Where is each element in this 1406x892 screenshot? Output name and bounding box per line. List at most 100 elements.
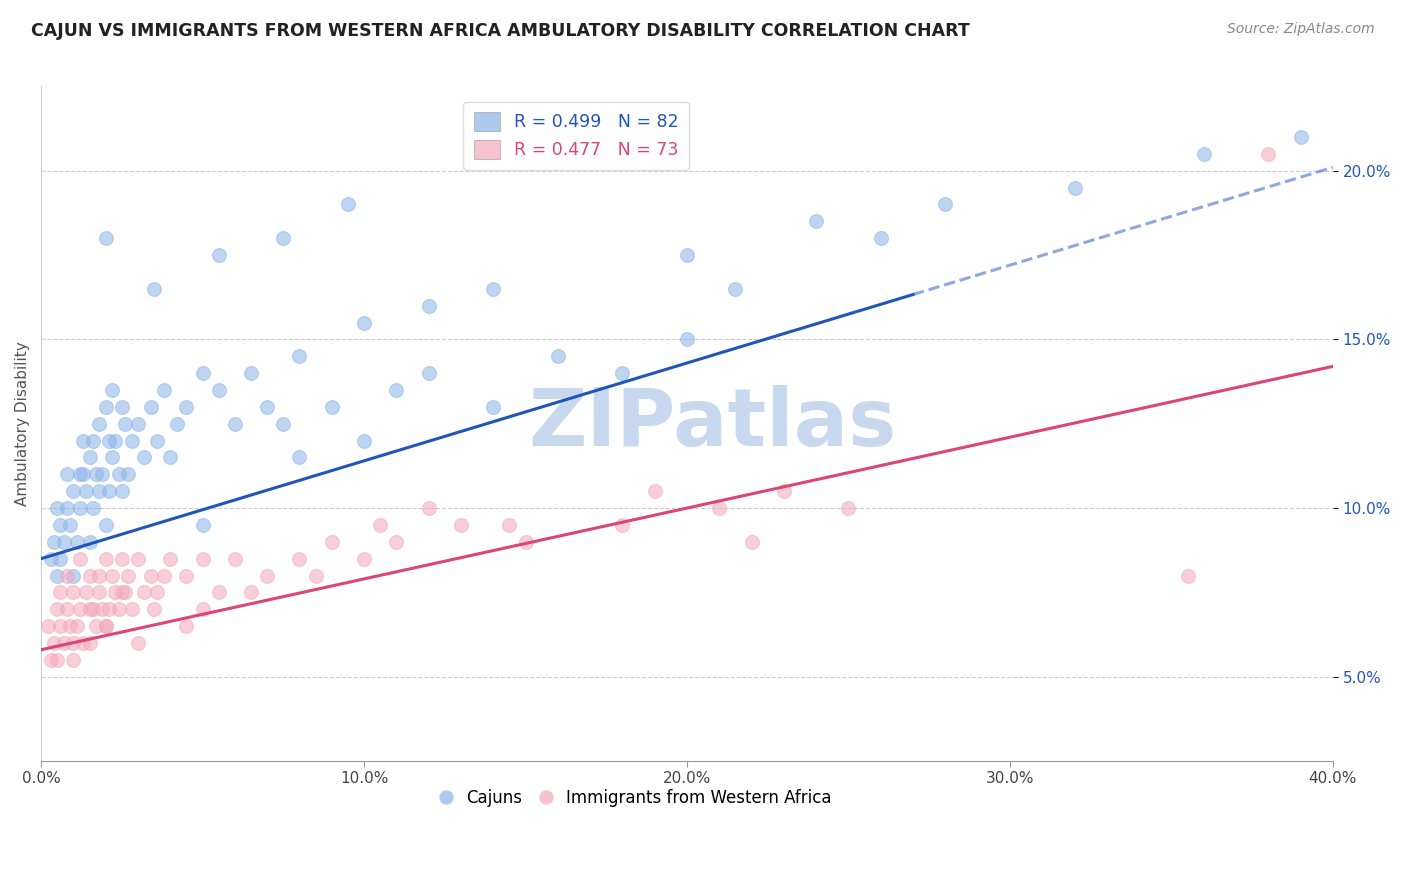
Point <box>46 602 69 616</box>
Point <box>153 383 176 397</box>
Point <box>127 417 149 431</box>
Point <box>94 619 117 633</box>
Point <box>418 299 440 313</box>
Point <box>1257 146 1279 161</box>
Point <box>368 517 391 532</box>
Point <box>79 568 101 582</box>
Point <box>97 484 120 499</box>
Point <box>79 534 101 549</box>
Point <box>498 517 520 532</box>
Point <box>79 450 101 465</box>
Point <box>146 585 169 599</box>
Point <box>934 197 956 211</box>
Point <box>79 602 101 616</box>
Point <box>62 636 84 650</box>
Point <box>46 653 69 667</box>
Point <box>240 366 263 380</box>
Point <box>304 568 326 582</box>
Point <box>114 585 136 599</box>
Point <box>1063 180 1085 194</box>
Point <box>39 551 62 566</box>
Point <box>59 619 82 633</box>
Point <box>191 366 214 380</box>
Point <box>89 568 111 582</box>
Point <box>79 636 101 650</box>
Point <box>1289 130 1312 145</box>
Point <box>547 349 569 363</box>
Point <box>612 366 634 380</box>
Point <box>89 585 111 599</box>
Point <box>385 534 408 549</box>
Point <box>117 568 139 582</box>
Point <box>69 467 91 482</box>
Point <box>66 534 89 549</box>
Point <box>52 636 75 650</box>
Point <box>709 501 731 516</box>
Point <box>418 366 440 380</box>
Point <box>62 653 84 667</box>
Point <box>353 551 375 566</box>
Point <box>159 450 181 465</box>
Point <box>91 467 114 482</box>
Point <box>49 517 72 532</box>
Point <box>84 619 107 633</box>
Point <box>127 551 149 566</box>
Point <box>256 568 278 582</box>
Point <box>1177 568 1199 582</box>
Point <box>82 602 104 616</box>
Point <box>94 619 117 633</box>
Point <box>62 568 84 582</box>
Point <box>159 551 181 566</box>
Point <box>612 517 634 532</box>
Point <box>111 400 134 414</box>
Text: Source: ZipAtlas.com: Source: ZipAtlas.com <box>1227 22 1375 37</box>
Point <box>114 417 136 431</box>
Point <box>72 636 94 650</box>
Point <box>208 383 231 397</box>
Point <box>66 619 89 633</box>
Point <box>153 568 176 582</box>
Point <box>56 501 79 516</box>
Point <box>117 467 139 482</box>
Point <box>97 602 120 616</box>
Point <box>450 517 472 532</box>
Point <box>191 602 214 616</box>
Point <box>52 534 75 549</box>
Point <box>240 585 263 599</box>
Point <box>69 551 91 566</box>
Point <box>176 568 198 582</box>
Point <box>69 501 91 516</box>
Point <box>482 400 505 414</box>
Point <box>482 282 505 296</box>
Point <box>134 585 156 599</box>
Point <box>256 400 278 414</box>
Point <box>676 248 699 262</box>
Point <box>176 400 198 414</box>
Point <box>84 467 107 482</box>
Point <box>49 619 72 633</box>
Point <box>59 517 82 532</box>
Point <box>94 400 117 414</box>
Point <box>139 568 162 582</box>
Point <box>72 434 94 448</box>
Point <box>224 551 246 566</box>
Point <box>146 434 169 448</box>
Point <box>82 501 104 516</box>
Point <box>336 197 359 211</box>
Point <box>208 585 231 599</box>
Point <box>1192 146 1215 161</box>
Point <box>49 551 72 566</box>
Point <box>39 653 62 667</box>
Point <box>191 551 214 566</box>
Point <box>143 282 166 296</box>
Point <box>121 602 143 616</box>
Point <box>101 450 124 465</box>
Point <box>288 551 311 566</box>
Point <box>418 501 440 516</box>
Point <box>62 585 84 599</box>
Point <box>107 602 129 616</box>
Point <box>111 585 134 599</box>
Point <box>89 484 111 499</box>
Point <box>75 484 97 499</box>
Point <box>56 467 79 482</box>
